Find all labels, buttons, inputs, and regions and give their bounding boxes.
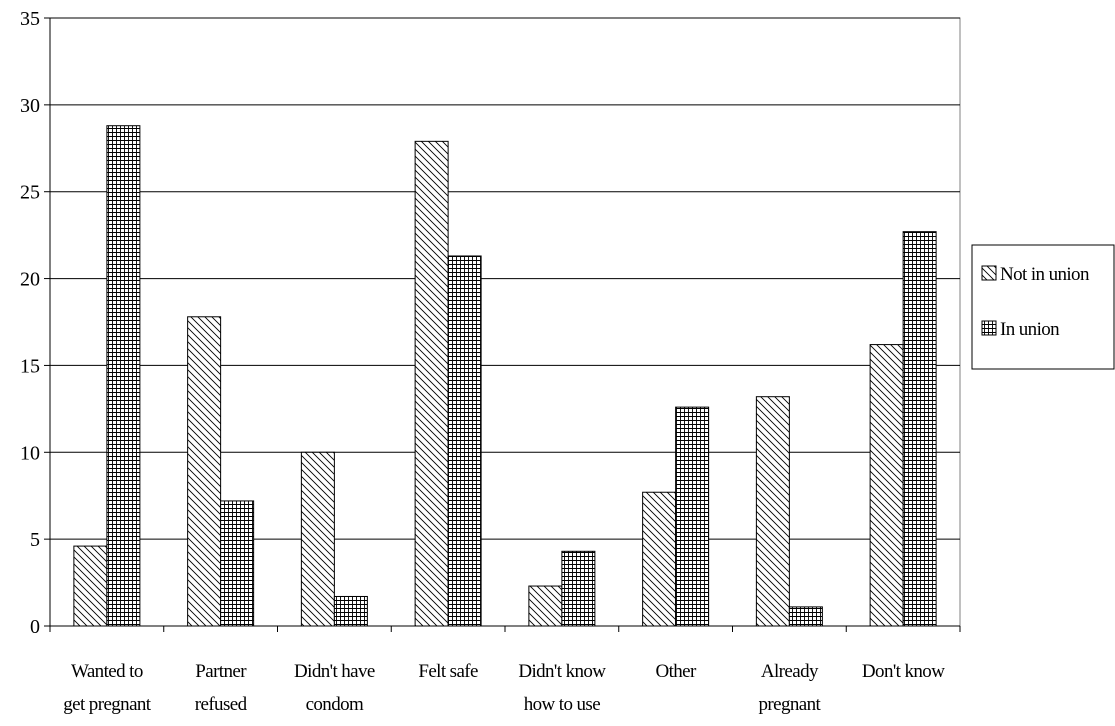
bar-in-union — [333, 595, 368, 627]
bar-in-union — [788, 606, 823, 627]
y-tick-label: 20 — [20, 269, 40, 291]
bar-in-union — [106, 125, 141, 627]
x-category-label: refused — [195, 694, 248, 715]
bar-not-in-union — [869, 344, 904, 627]
bar-not-in-union — [755, 396, 790, 627]
x-category-label: pregnant — [759, 694, 822, 715]
bar-not-in-union — [528, 585, 563, 627]
x-category-label: how to use — [524, 694, 600, 715]
x-axis-category-labels: Wanted to get pregnant Partner refused Didn'… — [63, 661, 946, 715]
legend-swatch-not-in-union — [981, 265, 997, 281]
x-category-label: Wanted to — [71, 661, 143, 682]
y-tick-label: 30 — [20, 95, 40, 117]
x-category-label: Already — [761, 661, 819, 682]
y-tick-label: 15 — [20, 355, 40, 377]
x-category-label: Didn't have — [294, 661, 375, 682]
y-tick-label: 5 — [30, 529, 40, 551]
axes — [44, 17, 961, 632]
x-category-label: Felt safe — [418, 661, 478, 682]
bar-not-in-union — [300, 451, 335, 627]
bar-not-in-union — [642, 491, 677, 627]
x-category-label: Partner — [195, 661, 247, 682]
plot-frame — [49, 17, 961, 627]
x-category-label: Didn't know — [518, 661, 606, 682]
y-tick-label: 10 — [20, 442, 40, 464]
gridlines — [49, 17, 961, 627]
x-category-label: condom — [306, 694, 364, 715]
y-tick-label: 25 — [20, 182, 40, 204]
bar-in-union — [447, 255, 482, 627]
x-category-label: Don't know — [862, 661, 945, 682]
legend-swatch-in-union — [981, 320, 997, 336]
bar-not-in-union — [73, 545, 108, 627]
bar-in-union — [675, 406, 710, 627]
bar-in-union — [220, 500, 255, 627]
y-tick-label: 35 — [20, 8, 40, 30]
bar-in-union — [561, 550, 596, 627]
bar-not-in-union — [414, 140, 449, 627]
y-tick-label: 0 — [30, 616, 40, 638]
bars — [73, 125, 937, 627]
y-axis-tick-labels: 0 5 10 15 20 25 30 35 — [20, 8, 40, 638]
legend: Not in union In union — [971, 244, 1115, 370]
legend-label-in-union: In union — [1000, 319, 1060, 340]
bar-not-in-union — [187, 316, 222, 627]
x-category-label: Other — [655, 661, 697, 682]
bar-in-union — [902, 231, 937, 627]
legend-label-not-in-union: Not in union — [1000, 264, 1090, 285]
x-category-label: get pregnant — [63, 694, 152, 715]
